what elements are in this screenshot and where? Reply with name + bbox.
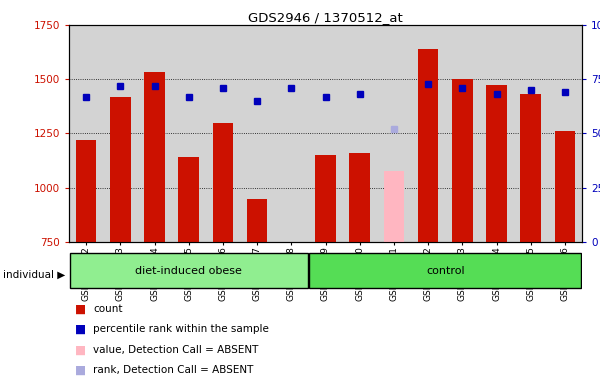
Text: individual ▶: individual ▶ [3,270,65,280]
Bar [315,155,336,242]
Text: count: count [93,304,122,314]
Bar [178,157,199,242]
Bar [349,153,370,242]
Bar [520,94,541,242]
Bar [247,199,268,242]
Text: rank, Detection Call = ABSENT: rank, Detection Call = ABSENT [93,365,253,375]
Bar [76,140,97,242]
Text: ■: ■ [75,343,86,356]
Text: diet-induced obese: diet-induced obese [135,266,242,276]
Bar [144,71,165,242]
Bar [554,131,575,242]
Bar [486,84,507,242]
Bar [70,253,308,288]
Bar [452,79,473,242]
Text: control: control [426,266,464,276]
Bar [383,171,404,242]
Bar [309,253,581,288]
Title: GDS2946 / 1370512_at: GDS2946 / 1370512_at [248,11,403,24]
Bar [212,122,233,242]
Bar [110,96,131,242]
Text: ■: ■ [75,323,86,336]
Text: value, Detection Call = ABSENT: value, Detection Call = ABSENT [93,345,259,355]
Text: ■: ■ [75,364,86,377]
Text: ■: ■ [75,303,86,316]
Text: percentile rank within the sample: percentile rank within the sample [93,324,269,334]
Bar [418,49,439,242]
